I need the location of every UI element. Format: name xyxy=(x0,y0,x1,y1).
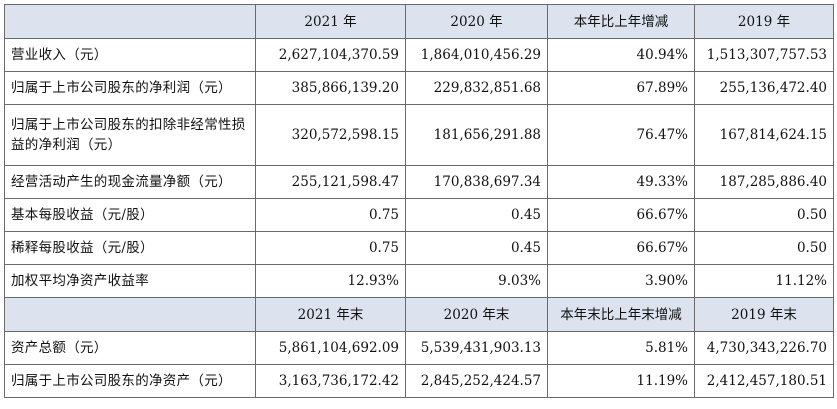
value-cell: 187,285,886.40 xyxy=(694,165,834,199)
header-cell: 本年比上年增减 xyxy=(547,4,695,39)
row-label: 归属于上市公司股东的净利润（元） xyxy=(4,71,256,105)
value-cell: 181,656,291.88 xyxy=(405,104,548,166)
row-label: 加权平均净资产收益率 xyxy=(4,264,256,298)
value-cell: 167,814,624.15 xyxy=(694,104,834,166)
value-cell: 255,136,472.40 xyxy=(694,71,834,105)
table-row: 加权平均净资产收益率 12.93% 9.03% 3.90% 11.12% xyxy=(4,264,834,298)
value-cell: 9.03% xyxy=(405,264,548,298)
row-label: 稀释每股收益（元/股） xyxy=(4,231,256,265)
row-label: 营业收入（元） xyxy=(4,38,256,72)
value-cell: 5,861,104,692.09 xyxy=(255,331,406,365)
value-cell: 255,121,598.47 xyxy=(255,165,406,199)
value-cell: 66.67% xyxy=(547,231,695,265)
table-row: 稀释每股收益（元/股） 0.75 0.45 66.67% 0.50 xyxy=(4,231,834,265)
table-row: 经营活动产生的现金流量净额（元） 255,121,598.47 170,838,… xyxy=(4,165,834,199)
value-cell: 49.33% xyxy=(547,165,695,199)
value-cell: 0.75 xyxy=(255,231,406,265)
row-label: 经营活动产生的现金流量净额（元） xyxy=(4,165,256,199)
header-corner-cell xyxy=(4,4,256,39)
value-cell: 229,832,851.68 xyxy=(405,71,548,105)
value-cell: 66.67% xyxy=(547,198,695,232)
value-cell: 320,572,598.15 xyxy=(255,104,406,166)
value-cell: 40.94% xyxy=(547,38,695,72)
value-cell: 170,838,697.34 xyxy=(405,165,548,199)
value-cell: 2,845,252,424.57 xyxy=(405,364,548,398)
value-cell: 12.93% xyxy=(255,264,406,298)
value-cell: 67.89% xyxy=(547,71,695,105)
row-label: 基本每股收益（元/股） xyxy=(4,198,256,232)
header-cell: 2019 年 xyxy=(694,4,834,39)
value-cell: 2,627,104,370.59 xyxy=(255,38,406,72)
value-cell: 3.90% xyxy=(547,264,695,298)
header-row-year-end: 2021 年末 2020 年末 本年末比上年末增减 2019 年末 xyxy=(4,297,834,332)
header-cell: 本年末比上年末增减 xyxy=(547,297,695,332)
value-cell: 76.47% xyxy=(547,104,695,166)
value-cell: 1,864,010,456.29 xyxy=(405,38,548,72)
value-cell: 0.75 xyxy=(255,198,406,232)
table-row: 归属于上市公司股东的扣除非经常性损益的净利润（元） 320,572,598.15… xyxy=(4,104,834,166)
table-row: 资产总额（元） 5,861,104,692.09 5,539,431,903.1… xyxy=(4,331,834,365)
row-label: 归属于上市公司股东的净资产（元） xyxy=(4,364,256,398)
financial-summary-table: 2021 年 2020 年 本年比上年增减 2019 年 营业收入（元） 2,6… xyxy=(4,4,834,398)
value-cell: 5.81% xyxy=(547,331,695,365)
header-cell: 2021 年末 xyxy=(255,297,406,332)
value-cell: 2,412,457,180.51 xyxy=(694,364,834,398)
header-cell: 2021 年 xyxy=(255,4,406,39)
value-cell: 5,539,431,903.13 xyxy=(405,331,548,365)
table-row: 营业收入（元） 2,627,104,370.59 1,864,010,456.2… xyxy=(4,38,834,72)
value-cell: 0.45 xyxy=(405,198,548,232)
value-cell: 385,866,139.20 xyxy=(255,71,406,105)
header-corner-cell xyxy=(4,297,256,332)
value-cell: 4,730,343,226.70 xyxy=(694,331,834,365)
value-cell: 11.19% xyxy=(547,364,695,398)
value-cell: 0.50 xyxy=(694,198,834,232)
header-row-years: 2021 年 2020 年 本年比上年增减 2019 年 xyxy=(4,4,834,39)
header-cell: 2020 年末 xyxy=(405,297,548,332)
value-cell: 0.50 xyxy=(694,231,834,265)
row-label: 资产总额（元） xyxy=(4,331,256,365)
row-label: 归属于上市公司股东的扣除非经常性损益的净利润（元） xyxy=(4,104,256,166)
table-row: 归属于上市公司股东的净资产（元） 3,163,736,172.42 2,845,… xyxy=(4,364,834,398)
value-cell: 1,513,307,757.53 xyxy=(694,38,834,72)
table-row: 基本每股收益（元/股） 0.75 0.45 66.67% 0.50 xyxy=(4,198,834,232)
value-cell: 0.45 xyxy=(405,231,548,265)
value-cell: 3,163,736,172.42 xyxy=(255,364,406,398)
header-cell: 2019 年末 xyxy=(694,297,834,332)
value-cell: 11.12% xyxy=(694,264,834,298)
header-cell: 2020 年 xyxy=(405,4,548,39)
table-row: 归属于上市公司股东的净利润（元） 385,866,139.20 229,832,… xyxy=(4,71,834,105)
